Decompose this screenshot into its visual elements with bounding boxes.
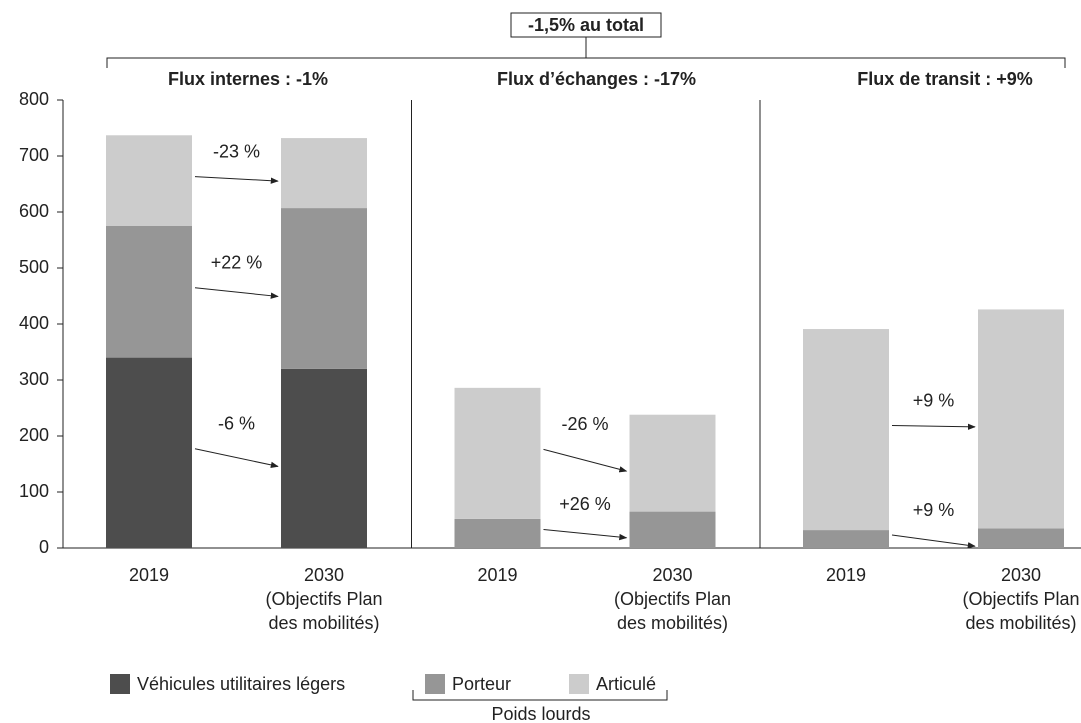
panel-title: Flux internes : -1% bbox=[168, 69, 328, 89]
bar-segment bbox=[106, 357, 192, 548]
y-tick-label: 600 bbox=[19, 201, 49, 221]
y-tick-label: 100 bbox=[19, 481, 49, 501]
legend-label: Articulé bbox=[596, 674, 656, 694]
change-arrow bbox=[194, 448, 279, 469]
change-label: -26 % bbox=[561, 414, 608, 434]
x-tick-label: 2030 bbox=[1001, 565, 1041, 585]
total-bracket bbox=[106, 37, 1066, 68]
y-tick-label: 800 bbox=[19, 89, 49, 109]
legend-swatch bbox=[110, 674, 130, 694]
panel-title: Flux d’échanges : -17% bbox=[497, 69, 696, 89]
x-tick-label: 2030 bbox=[652, 565, 692, 585]
y-tick-label: 0 bbox=[39, 537, 49, 557]
bar-segment bbox=[281, 368, 367, 548]
legend-group-label: Poids lourds bbox=[491, 704, 590, 723]
bar-segment bbox=[629, 414, 716, 512]
x-tick-label: 2019 bbox=[129, 565, 169, 585]
change-arrow bbox=[543, 448, 628, 473]
bar-segment bbox=[629, 511, 716, 548]
bar-segment bbox=[803, 530, 889, 548]
legend-label: Porteur bbox=[452, 674, 511, 694]
change-label: +22 % bbox=[211, 253, 263, 273]
change-label: -23 % bbox=[213, 141, 260, 161]
change-arrow bbox=[194, 287, 279, 299]
x-tick-label: 2019 bbox=[477, 565, 517, 585]
bar-segment bbox=[978, 528, 1064, 548]
x-tick-label: des mobilités) bbox=[617, 613, 728, 633]
bar-segment bbox=[106, 226, 192, 358]
bar-segment bbox=[281, 138, 367, 209]
change-arrow bbox=[194, 176, 279, 184]
legend-label: Véhicules utilitaires légers bbox=[137, 674, 345, 694]
change-label: +26 % bbox=[559, 494, 611, 514]
x-tick-label: (Objectifs Plan bbox=[265, 589, 382, 609]
bar-segment bbox=[454, 518, 541, 548]
bar-segment bbox=[106, 135, 192, 226]
change-label: +9 % bbox=[913, 390, 955, 410]
bar-segment bbox=[978, 309, 1064, 529]
chart-title: -1,5% au total bbox=[528, 15, 644, 35]
x-tick-label: (Objectifs Plan bbox=[962, 589, 1079, 609]
bar-segment bbox=[281, 208, 367, 369]
change-arrow bbox=[891, 423, 976, 431]
x-tick-label: des mobilités) bbox=[268, 613, 379, 633]
change-arrow bbox=[543, 528, 628, 541]
x-tick-label: des mobilités) bbox=[965, 613, 1076, 633]
change-label: +9 % bbox=[913, 500, 955, 520]
x-tick-label: 2019 bbox=[826, 565, 866, 585]
panel-title: Flux de transit : +9% bbox=[857, 69, 1033, 89]
y-tick-label: 300 bbox=[19, 369, 49, 389]
legend-swatch bbox=[425, 674, 445, 694]
legend-swatch bbox=[569, 674, 589, 694]
y-tick-label: 700 bbox=[19, 145, 49, 165]
total-box bbox=[510, 12, 662, 38]
change-arrow bbox=[891, 534, 976, 549]
x-tick-label: 2030 bbox=[304, 565, 344, 585]
bar-segment bbox=[803, 329, 889, 531]
change-label: -6 % bbox=[218, 414, 255, 434]
x-tick-label: (Objectifs Plan bbox=[614, 589, 731, 609]
bar-segment bbox=[454, 387, 541, 519]
y-tick-label: 200 bbox=[19, 425, 49, 445]
legend-bracket bbox=[412, 690, 668, 701]
y-tick-label: 500 bbox=[19, 257, 49, 277]
y-tick-label: 400 bbox=[19, 313, 49, 333]
